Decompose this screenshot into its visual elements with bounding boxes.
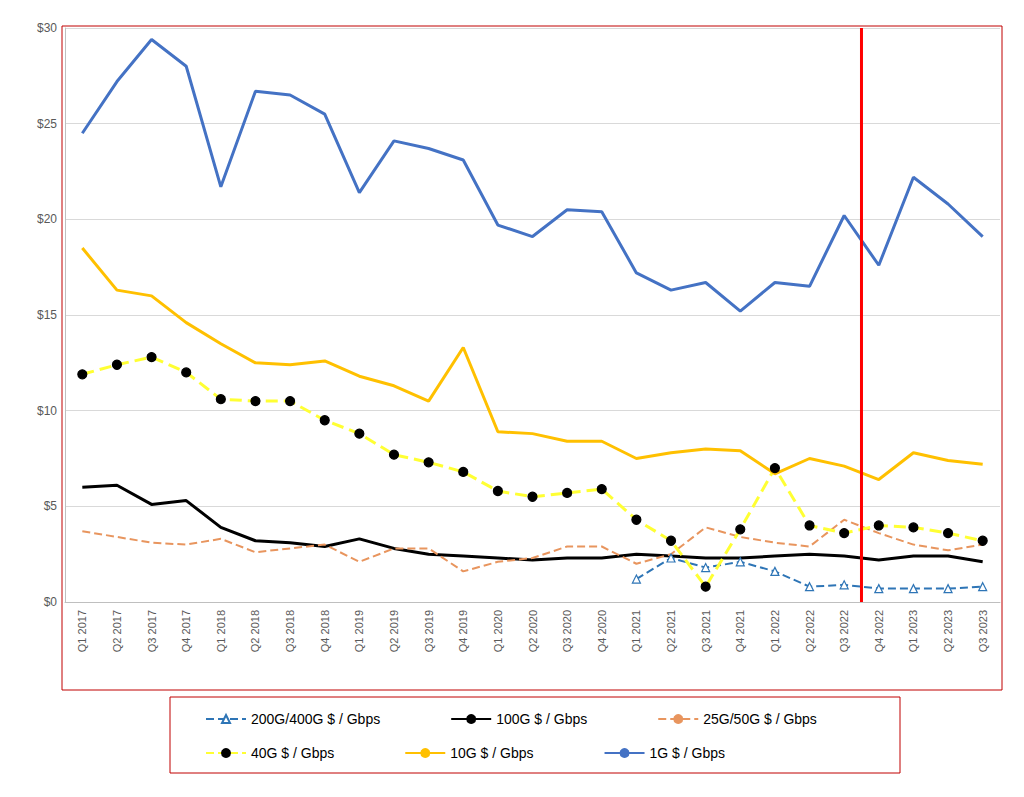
svg-text:Q4 2022: Q4 2022 [873, 610, 885, 652]
svg-text:Q3 2023: Q3 2023 [977, 610, 989, 652]
svg-text:25G/50G $ / Gbps: 25G/50G $ / Gbps [703, 711, 817, 727]
svg-text:Q2 2023: Q2 2023 [942, 610, 954, 652]
svg-text:Q2 2020: Q2 2020 [527, 610, 539, 652]
svg-text:Q3 2021: Q3 2021 [700, 610, 712, 652]
svg-text:Q2 2022: Q2 2022 [804, 610, 816, 652]
svg-text:$30: $30 [37, 21, 57, 35]
svg-text:$25: $25 [37, 117, 57, 131]
svg-text:Q1 2023: Q1 2023 [907, 610, 919, 652]
svg-text:Q3 2022: Q3 2022 [838, 610, 850, 652]
svg-text:Q4 2017: Q4 2017 [180, 610, 192, 652]
svg-text:Q3 2020: Q3 2020 [561, 610, 573, 652]
svg-text:Q1 2022: Q1 2022 [769, 610, 781, 652]
svg-text:Q1 2020: Q1 2020 [492, 610, 504, 652]
svg-text:$5: $5 [44, 499, 58, 513]
svg-text:10G $ / Gbps: 10G $ / Gbps [450, 745, 533, 761]
svg-text:Q4 2019: Q4 2019 [457, 610, 469, 652]
svg-text:Q2 2018: Q2 2018 [249, 610, 261, 652]
svg-text:100G $ / Gbps: 100G $ / Gbps [496, 711, 587, 727]
svg-text:1G $ / Gbps: 1G $ / Gbps [650, 745, 725, 761]
svg-text:200G/400G $ / Gbps: 200G/400G $ / Gbps [251, 711, 380, 727]
svg-text:Q2 2021: Q2 2021 [665, 610, 677, 652]
svg-text:Q1 2017: Q1 2017 [76, 610, 88, 652]
svg-text:40G $ / Gbps: 40G $ / Gbps [251, 745, 334, 761]
svg-text:$15: $15 [37, 308, 57, 322]
svg-text:Q4 2020: Q4 2020 [596, 610, 608, 652]
svg-text:Q2 2019: Q2 2019 [388, 610, 400, 652]
svg-text:Q4 2021: Q4 2021 [734, 610, 746, 652]
svg-text:Q1 2018: Q1 2018 [215, 610, 227, 652]
svg-text:Q3 2018: Q3 2018 [284, 610, 296, 652]
svg-text:Q2 2017: Q2 2017 [111, 610, 123, 652]
svg-text:Q3 2019: Q3 2019 [423, 610, 435, 652]
svg-text:$20: $20 [37, 212, 57, 226]
svg-text:$0: $0 [44, 595, 58, 609]
svg-text:Q1 2019: Q1 2019 [353, 610, 365, 652]
svg-text:Q1 2021: Q1 2021 [630, 610, 642, 652]
svg-text:Q3 2017: Q3 2017 [146, 610, 158, 652]
svg-text:$10: $10 [37, 404, 57, 418]
svg-text:Q4 2018: Q4 2018 [319, 610, 331, 652]
